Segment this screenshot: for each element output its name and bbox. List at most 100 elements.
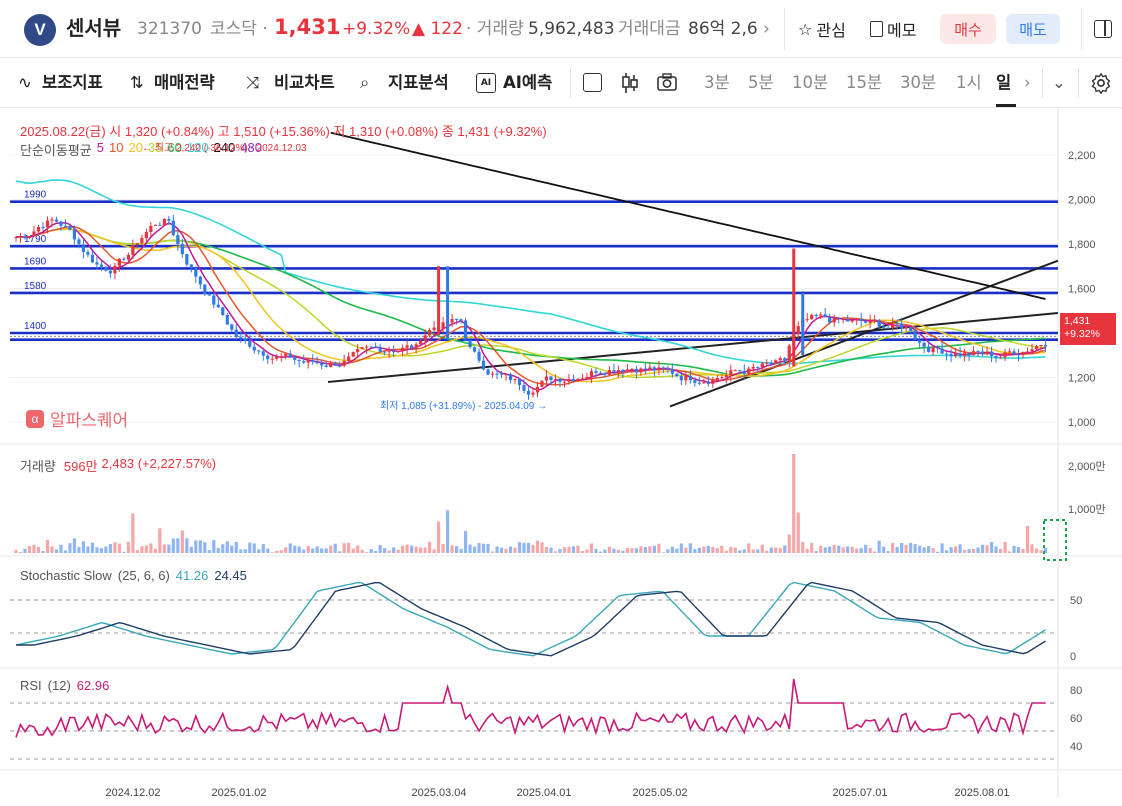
candle-body [472,347,477,352]
volume-bar [895,547,899,553]
timeframe-scroll-chevron-icon[interactable]: › [1024,73,1031,92]
candle-body [616,369,621,372]
candle-body [850,319,854,322]
chart-type-box-icon[interactable] [583,73,602,92]
timeframe-10m[interactable]: 10분 [792,73,829,92]
volume-bar [778,547,782,553]
volume-bar [333,543,337,553]
volume-bar [189,546,193,553]
candle-body [971,351,976,355]
rsi-tick-label: 40 [1070,741,1082,753]
candle-body [167,218,171,221]
volume-bar [126,541,130,553]
volume-bar [571,546,576,553]
header-scroll-chevron-icon[interactable]: › [763,19,770,39]
low-note: 최저 1,085 (+31.89%) - 2025.04.09 → [380,401,548,412]
candle-body [953,353,958,357]
candle-body [720,377,724,379]
timeframe-1h[interactable]: 1시 [956,73,982,92]
strategy-button[interactable]: 매매전략 [154,73,215,92]
volume-bar [891,542,895,553]
rsi-legend: RSI (12) 62.96 [20,678,110,693]
timeframe-15m[interactable]: 15분 [846,73,883,92]
candle-body [212,295,216,305]
volume-bar [756,549,760,553]
candle-body [171,220,175,236]
sell-button[interactable]: 매도 [1006,14,1060,44]
volume-bar [859,548,863,553]
volume-bar [50,546,54,553]
timeframe-30m[interactable]: 30분 [900,73,937,92]
volume-bar [499,547,504,553]
timeframe-3m[interactable]: 3분 [704,73,730,92]
volume-bar [198,540,202,553]
side-panel-toggle-icon[interactable] [1094,20,1112,38]
candle-body [374,346,378,348]
camera-icon[interactable] [656,72,678,92]
volume-bar [356,545,360,553]
chart-area[interactable]: 2,2002,0001,8001,6001,4001,2001,00019901… [0,108,1122,806]
volume-bar [931,548,935,553]
candle-body [747,368,751,374]
candle-body [144,232,148,239]
volume-bar [302,549,306,553]
timeframe-day[interactable]: 일 [996,73,1012,92]
candle-body [994,355,998,358]
candle-body [625,369,630,372]
candle-body [1025,351,1030,353]
candle-body [913,330,917,340]
volume-bar [989,541,994,553]
volume-bar [769,547,773,553]
volume-bar [940,543,944,553]
volume-bar [221,544,225,553]
candle-body [787,345,791,361]
candle-body [234,329,238,338]
volume-bar [580,551,585,553]
volume-bar [720,545,724,553]
support-level-label: 1400 [24,321,47,332]
timeframe-dropdown-chevron-icon[interactable]: ⌄ [1052,73,1066,92]
candle-body [589,371,594,377]
candle-body [1003,352,1007,358]
analysis-button[interactable]: 지표분석 [388,73,449,92]
candle-body [441,322,445,330]
volume-bar [810,542,814,553]
candle-body [540,380,544,387]
volume-legend: 거래량 596만 2,483 (+2,227.57%) [20,456,217,474]
volume-bar [1030,544,1034,553]
volume-bar [1016,546,1021,553]
volume-bar [607,546,612,553]
candle-body [454,318,459,320]
compare-button[interactable]: 비교차트 [274,73,335,92]
volume-bar [144,545,148,553]
volume-bar [225,541,229,553]
candle-body [679,376,683,381]
volume-bar [167,544,171,553]
timeframe-5m[interactable]: 5분 [748,73,774,92]
candle-body [652,367,656,371]
indicator-button[interactable]: 보조지표 [42,73,103,92]
candle-body [805,319,809,321]
x-axis-date-label: 2025.04.01 [516,787,571,799]
amount-label: 거래대금 [618,19,681,39]
candle-body [45,220,50,228]
volume-bar [616,549,621,553]
volume-bar [634,548,638,553]
volume-bar [670,546,674,553]
settings-gear-icon[interactable] [1090,72,1112,94]
memo-button[interactable]: 메모 [870,17,916,41]
candle-body [266,355,270,360]
candle-body [221,307,225,315]
candle-body [670,369,674,374]
volume-bar [23,548,27,553]
volume-bar [113,542,117,553]
price-chart-canvas[interactable]: 2,2002,0001,8001,6001,4001,2001,00019901… [0,108,1122,806]
volume-bar [243,549,247,553]
candle-icon[interactable] [620,71,640,95]
watch-button[interactable]: ☆ 관심 [798,19,846,41]
buy-button[interactable]: 매수 [940,14,996,44]
ma-60-line [15,228,1046,378]
candle-body [936,347,940,349]
ai-predict-button[interactable]: AI예측 [503,73,553,92]
volume-highlight-box [1043,519,1067,561]
